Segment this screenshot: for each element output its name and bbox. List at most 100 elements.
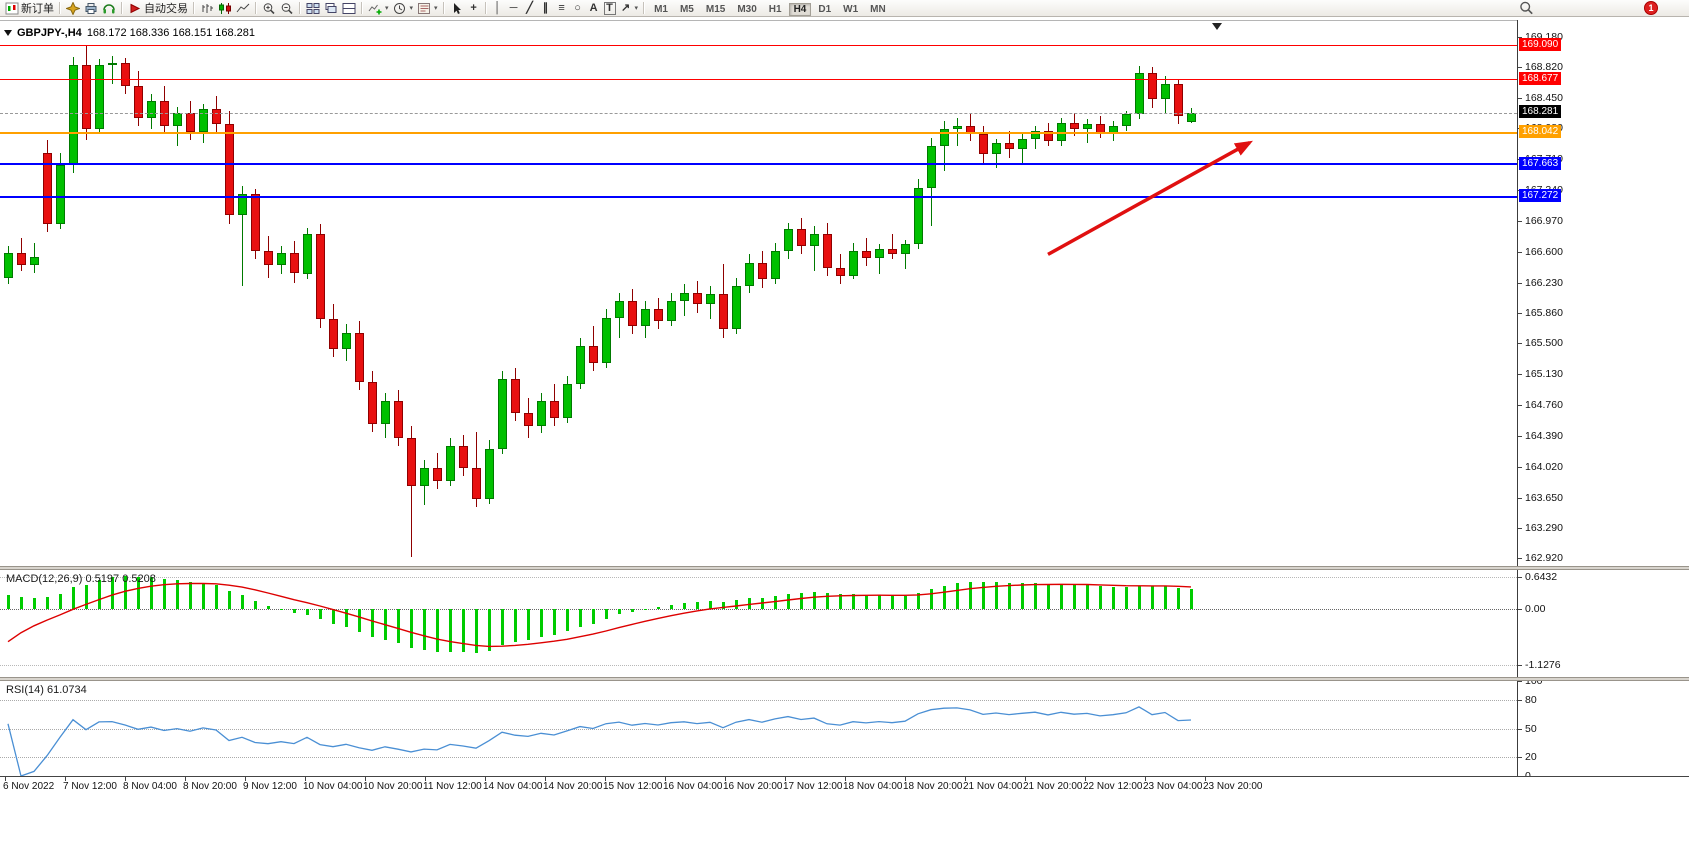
macd-histogram-bar [123,575,127,609]
panel-splitter[interactable] [0,677,1689,681]
text-tool-button[interactable]: A [586,1,602,16]
time-axis-label: 22 Nov 12:00 [1083,781,1143,792]
vertical-line-tool-button[interactable]: │ [490,1,506,16]
macd-histogram-bar [578,609,582,627]
one-click-panel-toggle-icon[interactable] [4,30,12,36]
macd-histogram-bar [565,609,569,632]
macd-histogram-bar [890,595,894,609]
price-axis[interactable]: 169.180168.820168.450168.080167.710167.3… [1517,20,1689,782]
level-line[interactable] [0,163,1517,166]
level-line[interactable] [0,79,1517,81]
macd-histogram-bar [409,609,413,648]
chart-ohlc-values: 168.172 168.336 168.151 168.281 [86,27,256,39]
arrange-windows-button[interactable] [340,1,358,16]
macd-histogram-bar [175,580,179,609]
rsi-axis-label: 50 [1525,722,1537,735]
candle [1160,84,1170,100]
indicators-button[interactable]: ▾ [366,1,391,16]
zoom-out-icon [281,2,293,14]
new-order-button[interactable]: 新订单 [3,1,56,16]
price-axis-label: 166.600 [1525,245,1563,258]
templates-button[interactable]: ▾ [415,1,440,16]
price-axis-label: 164.760 [1525,399,1563,412]
level-line[interactable] [0,131,1517,134]
auto-trading-label: 自动交易 [144,3,188,15]
panel-splitter[interactable] [0,566,1689,570]
cascade-windows-button[interactable] [322,1,340,16]
crosshair-button[interactable]: + [466,1,482,16]
timeframe-button-W1[interactable]: W1 [843,4,859,15]
macd-histogram-bar [305,609,309,615]
candle [458,446,468,468]
macd-histogram-bar [1072,584,1076,609]
time-axis-tick [425,777,426,781]
channel-tool-button[interactable]: ∥ [538,1,554,16]
time-axis[interactable]: 6 Nov 2022 7 Nov 12:00 8 Nov 04:00 8 Nov 20… [0,776,1689,794]
arrows-tool-button[interactable]: ↗ ▾ [618,1,641,16]
candle [1069,122,1079,130]
main-chart[interactable]: GBPJPY-,H4 168.172 168.336 168.151 168.2… [0,20,1517,566]
line-chart-button[interactable] [234,1,252,16]
cursor-button[interactable] [448,1,466,16]
timeframe-button-MN[interactable]: MN [870,4,886,15]
timeframe-button-M5[interactable]: M5 [679,4,694,15]
timeframe-button-D1[interactable]: D1 [818,4,832,15]
timeframe-button-M1[interactable]: M1 [654,4,668,15]
candle [445,446,455,482]
candle [29,256,39,266]
candle [848,251,858,277]
zoom-in-button[interactable] [260,1,278,16]
time-axis-label: 11 Nov 12:00 [423,781,482,792]
candlestick-series [0,21,1517,566]
time-axis-label: 21 Nov 04:00 [963,781,1023,792]
level-price-tag: 168.677 [1519,72,1562,86]
auto-trading-button[interactable]: 自动交易 [126,1,190,16]
rsi-axis-tick [1518,757,1522,758]
level-line[interactable] [0,44,1517,46]
indicators-add-icon [368,4,382,14]
trendline-tool-button[interactable]: ╱ [522,1,538,16]
macd-histogram-bar [396,609,400,644]
time-axis-label: 14 Nov 20:00 [543,781,603,792]
notification-badge[interactable]: 1 [1644,1,1658,15]
rsi-axis-label: 80 [1525,694,1537,706]
time-axis-tick [65,777,66,781]
candlestick-chart-button[interactable] [216,1,234,16]
candle [263,251,273,266]
fibonacci-tool-button[interactable]: ≡ [554,1,570,16]
candle [367,381,377,424]
timeframe-button-M15[interactable]: M15 [705,4,726,15]
macd-histogram-bar [58,594,62,609]
timeframe-button-M30[interactable]: M30 [737,4,757,15]
tile-windows-button[interactable] [304,1,322,16]
timeframe-button-H1[interactable]: H1 [768,4,782,15]
rsi-panel[interactable]: RSI(14) 61.0734 [0,681,1517,776]
print-button[interactable] [82,1,100,16]
macd-histogram-bar [955,583,959,609]
candle [1121,114,1131,127]
timeframe-button-H4[interactable]: H4 [788,3,812,16]
trend-arrow-annotation[interactable] [0,21,1517,566]
macd-histogram-bar [110,577,114,609]
text-label-tool-button[interactable]: T [602,1,618,16]
bar-chart-button[interactable] [198,1,216,16]
candle [341,332,351,349]
compass-button[interactable] [64,1,82,16]
chart-title: GBPJPY-,H4 168.172 168.336 168.151 168.2… [4,27,255,39]
zoom-out-button[interactable] [278,1,296,16]
level-price-tag: 169.090 [1519,37,1562,51]
level-line[interactable] [0,195,1517,198]
horizontal-line-tool-button[interactable]: ─ [506,1,522,16]
toolbar-separator [255,2,257,14]
sound-button[interactable] [100,1,118,16]
current-price-tag: 168.281 [1519,105,1562,119]
search-icon[interactable] [1519,1,1534,15]
price-axis-tick [1518,466,1522,468]
candle [211,109,221,124]
chart-shift-marker[interactable] [1212,23,1222,30]
candle [900,244,910,255]
time-axis-label: 18 Nov 20:00 [903,781,963,792]
periods-button[interactable]: ▾ [391,1,416,16]
macd-panel[interactable]: MACD(12,26,9) 0.5197 0.5208 [0,570,1517,677]
shapes-tool-button[interactable]: ○ [570,1,586,16]
